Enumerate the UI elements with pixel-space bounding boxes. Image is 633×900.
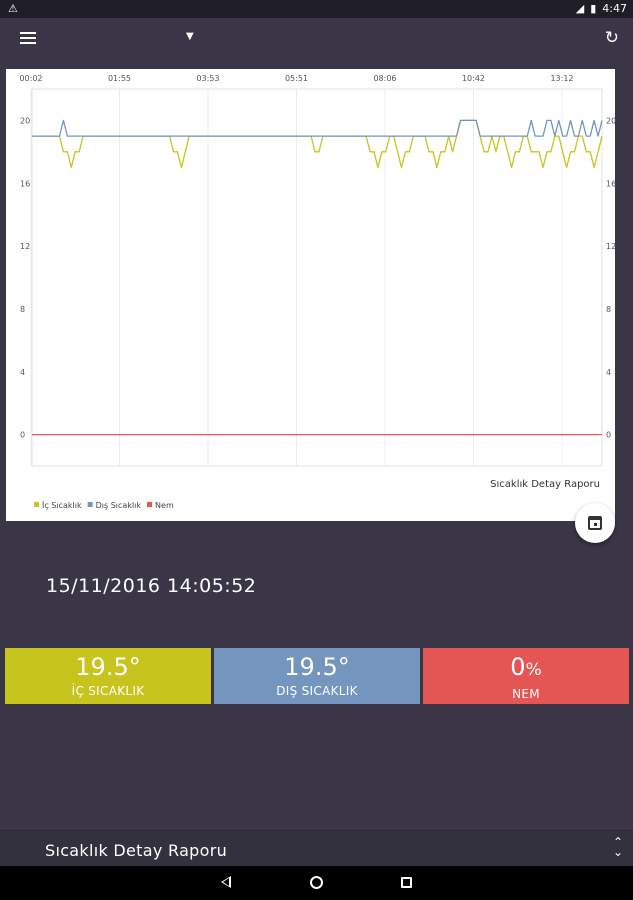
y-tick-label-left: 4 bbox=[20, 368, 25, 377]
y-tick-label-left: 20 bbox=[20, 116, 30, 125]
status-time: 4:47 bbox=[602, 2, 627, 15]
outer-temperature-label: DIŞ SICAKLIK bbox=[276, 684, 358, 698]
battery-icon: ▮ bbox=[590, 2, 597, 15]
last-update-timestamp: 15/11/2016 14:05:52 bbox=[46, 575, 257, 597]
legend-label-2: Nem bbox=[155, 501, 174, 510]
readings-tiles: 19.5° İÇ SICAKLIK 19.5° DIŞ SICAKLIK 0% … bbox=[5, 648, 629, 704]
y-tick-label-right: 8 bbox=[606, 305, 611, 314]
y-tick-label-right: 0 bbox=[606, 431, 611, 440]
legend-label-0: İç Sıcaklık bbox=[42, 500, 82, 510]
inner-temperature-tile[interactable]: 19.5° İÇ SICAKLIK bbox=[5, 648, 211, 704]
status-bar: ⚠ ◢ ▮ 4:47 bbox=[0, 0, 633, 18]
x-tick-label: 01:55 bbox=[108, 74, 131, 83]
warning-icon: ⚠ bbox=[8, 2, 18, 15]
x-tick-label: 03:53 bbox=[196, 74, 219, 83]
refresh-icon[interactable]: ↻ bbox=[604, 28, 619, 48]
outer-temperature-unit: ° bbox=[337, 653, 350, 681]
legend-swatch-0 bbox=[34, 502, 39, 507]
calendar-button[interactable] bbox=[575, 503, 615, 543]
plot-area bbox=[31, 88, 603, 467]
outer-temperature-value: 19.5 bbox=[284, 653, 338, 681]
chart-caption: Sıcaklık Detay Raporu bbox=[490, 479, 600, 490]
calendar-icon bbox=[588, 516, 602, 530]
navigation-bar bbox=[0, 866, 633, 900]
y-tick-label-left: 0 bbox=[20, 431, 25, 440]
inner-temperature-unit: ° bbox=[128, 653, 141, 681]
inner-temperature-value: 19.5 bbox=[75, 653, 129, 681]
signal-off-icon: ◢ bbox=[575, 2, 585, 15]
collapse-icon[interactable]: ⌃ ⌄ bbox=[612, 835, 623, 859]
back-icon[interactable] bbox=[221, 876, 231, 888]
series-line-0 bbox=[32, 119, 603, 169]
humidity-unit: % bbox=[525, 660, 542, 680]
series-line-1 bbox=[32, 119, 603, 137]
legend-label-1: Dış Sıcaklık bbox=[96, 501, 142, 510]
legend-swatch-2 bbox=[147, 502, 153, 507]
y-tick-label-right: 4 bbox=[606, 368, 611, 377]
x-tick-label: 13:12 bbox=[550, 74, 573, 83]
y-tick-label-right: 20 bbox=[606, 116, 615, 125]
home-icon[interactable] bbox=[310, 876, 323, 889]
x-tick-label: 00:02 bbox=[19, 74, 42, 83]
legend-swatch-1 bbox=[87, 502, 93, 507]
hamburger-menu-icon[interactable] bbox=[20, 32, 36, 46]
humidity-tile[interactable]: 0% NEM bbox=[423, 648, 629, 704]
x-tick-label: 10:42 bbox=[462, 74, 485, 83]
caret-down-icon[interactable]: ▼ bbox=[186, 31, 194, 42]
y-tick-label-right: 12 bbox=[606, 242, 615, 251]
humidity-label: NEM bbox=[512, 687, 540, 701]
report-panel-bar[interactable]: Sıcaklık Detay Raporu ⌃ ⌄ bbox=[0, 830, 633, 866]
recents-icon[interactable] bbox=[401, 877, 412, 888]
y-tick-label-right: 16 bbox=[606, 179, 615, 188]
chart-svg: 00:02 01:55 03:53 05:51 08:06 10:42 13:12 0 0 4 4 8… bbox=[19, 74, 615, 510]
app-bar: ▼ ↻ bbox=[0, 18, 633, 64]
inner-temperature-label: İÇ SICAKLIK bbox=[71, 684, 145, 698]
status-icons: ◢ ▮ 4:47 bbox=[576, 2, 627, 15]
y-tick-label-left: 16 bbox=[20, 179, 30, 188]
temperature-chart: 00:02 01:55 03:53 05:51 08:06 10:42 13:12 0 0 4 4 8… bbox=[6, 69, 615, 521]
y-tick-label-left: 8 bbox=[20, 305, 25, 314]
y-tick-label-left: 12 bbox=[20, 242, 30, 251]
x-tick-label: 08:06 bbox=[373, 74, 396, 83]
x-tick-label: 05:51 bbox=[285, 74, 308, 83]
humidity-value: 0 bbox=[510, 653, 526, 681]
outer-temperature-tile[interactable]: 19.5° DIŞ SICAKLIK bbox=[214, 648, 420, 704]
report-panel-title: Sıcaklık Detay Raporu bbox=[45, 841, 228, 860]
